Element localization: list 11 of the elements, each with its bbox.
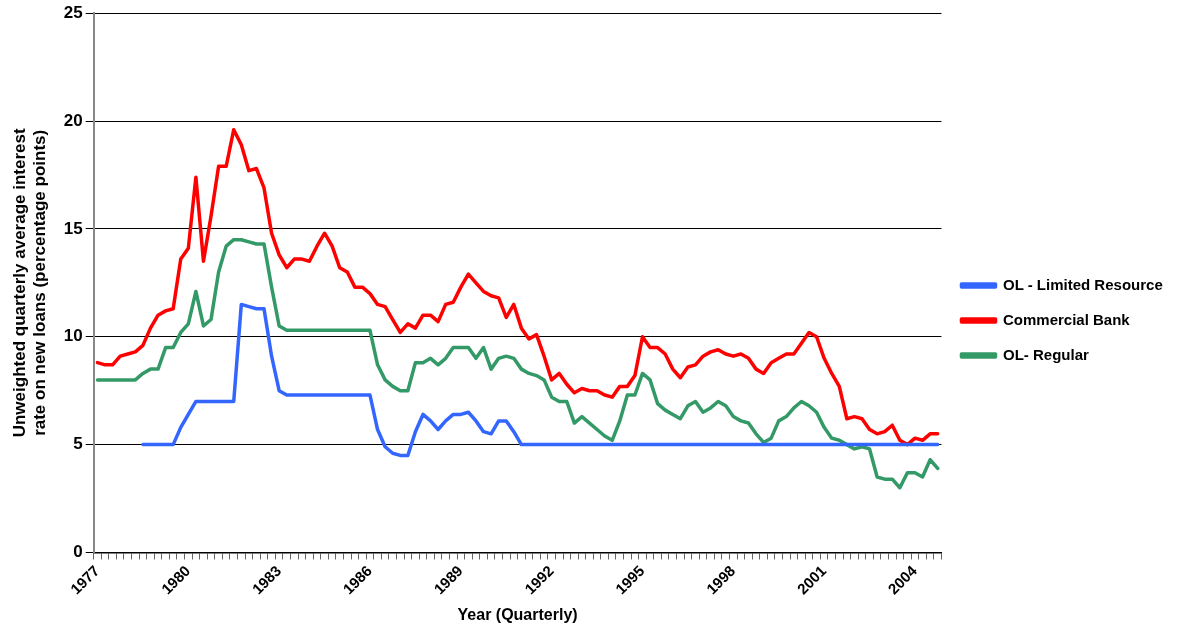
- y-tick-label: 10: [63, 326, 83, 346]
- x-axis-title: Year (Quarterly): [457, 605, 578, 623]
- y-tick-label: 15: [63, 218, 83, 238]
- legend-label: Commercial Bank: [1002, 310, 1131, 328]
- legend-label: OL - Limited Resource: [1002, 275, 1163, 293]
- legend-label: OL- Regular: [1002, 345, 1089, 363]
- y-tick-label: 20: [63, 110, 83, 130]
- y-tick-label: 5: [73, 434, 83, 454]
- y-axis-title: Unweighted quarterly average interest rate on new loans (percentage points): [9, 128, 50, 438]
- y-tick-label: 25: [63, 2, 83, 22]
- y-tick-label: 0: [73, 542, 83, 562]
